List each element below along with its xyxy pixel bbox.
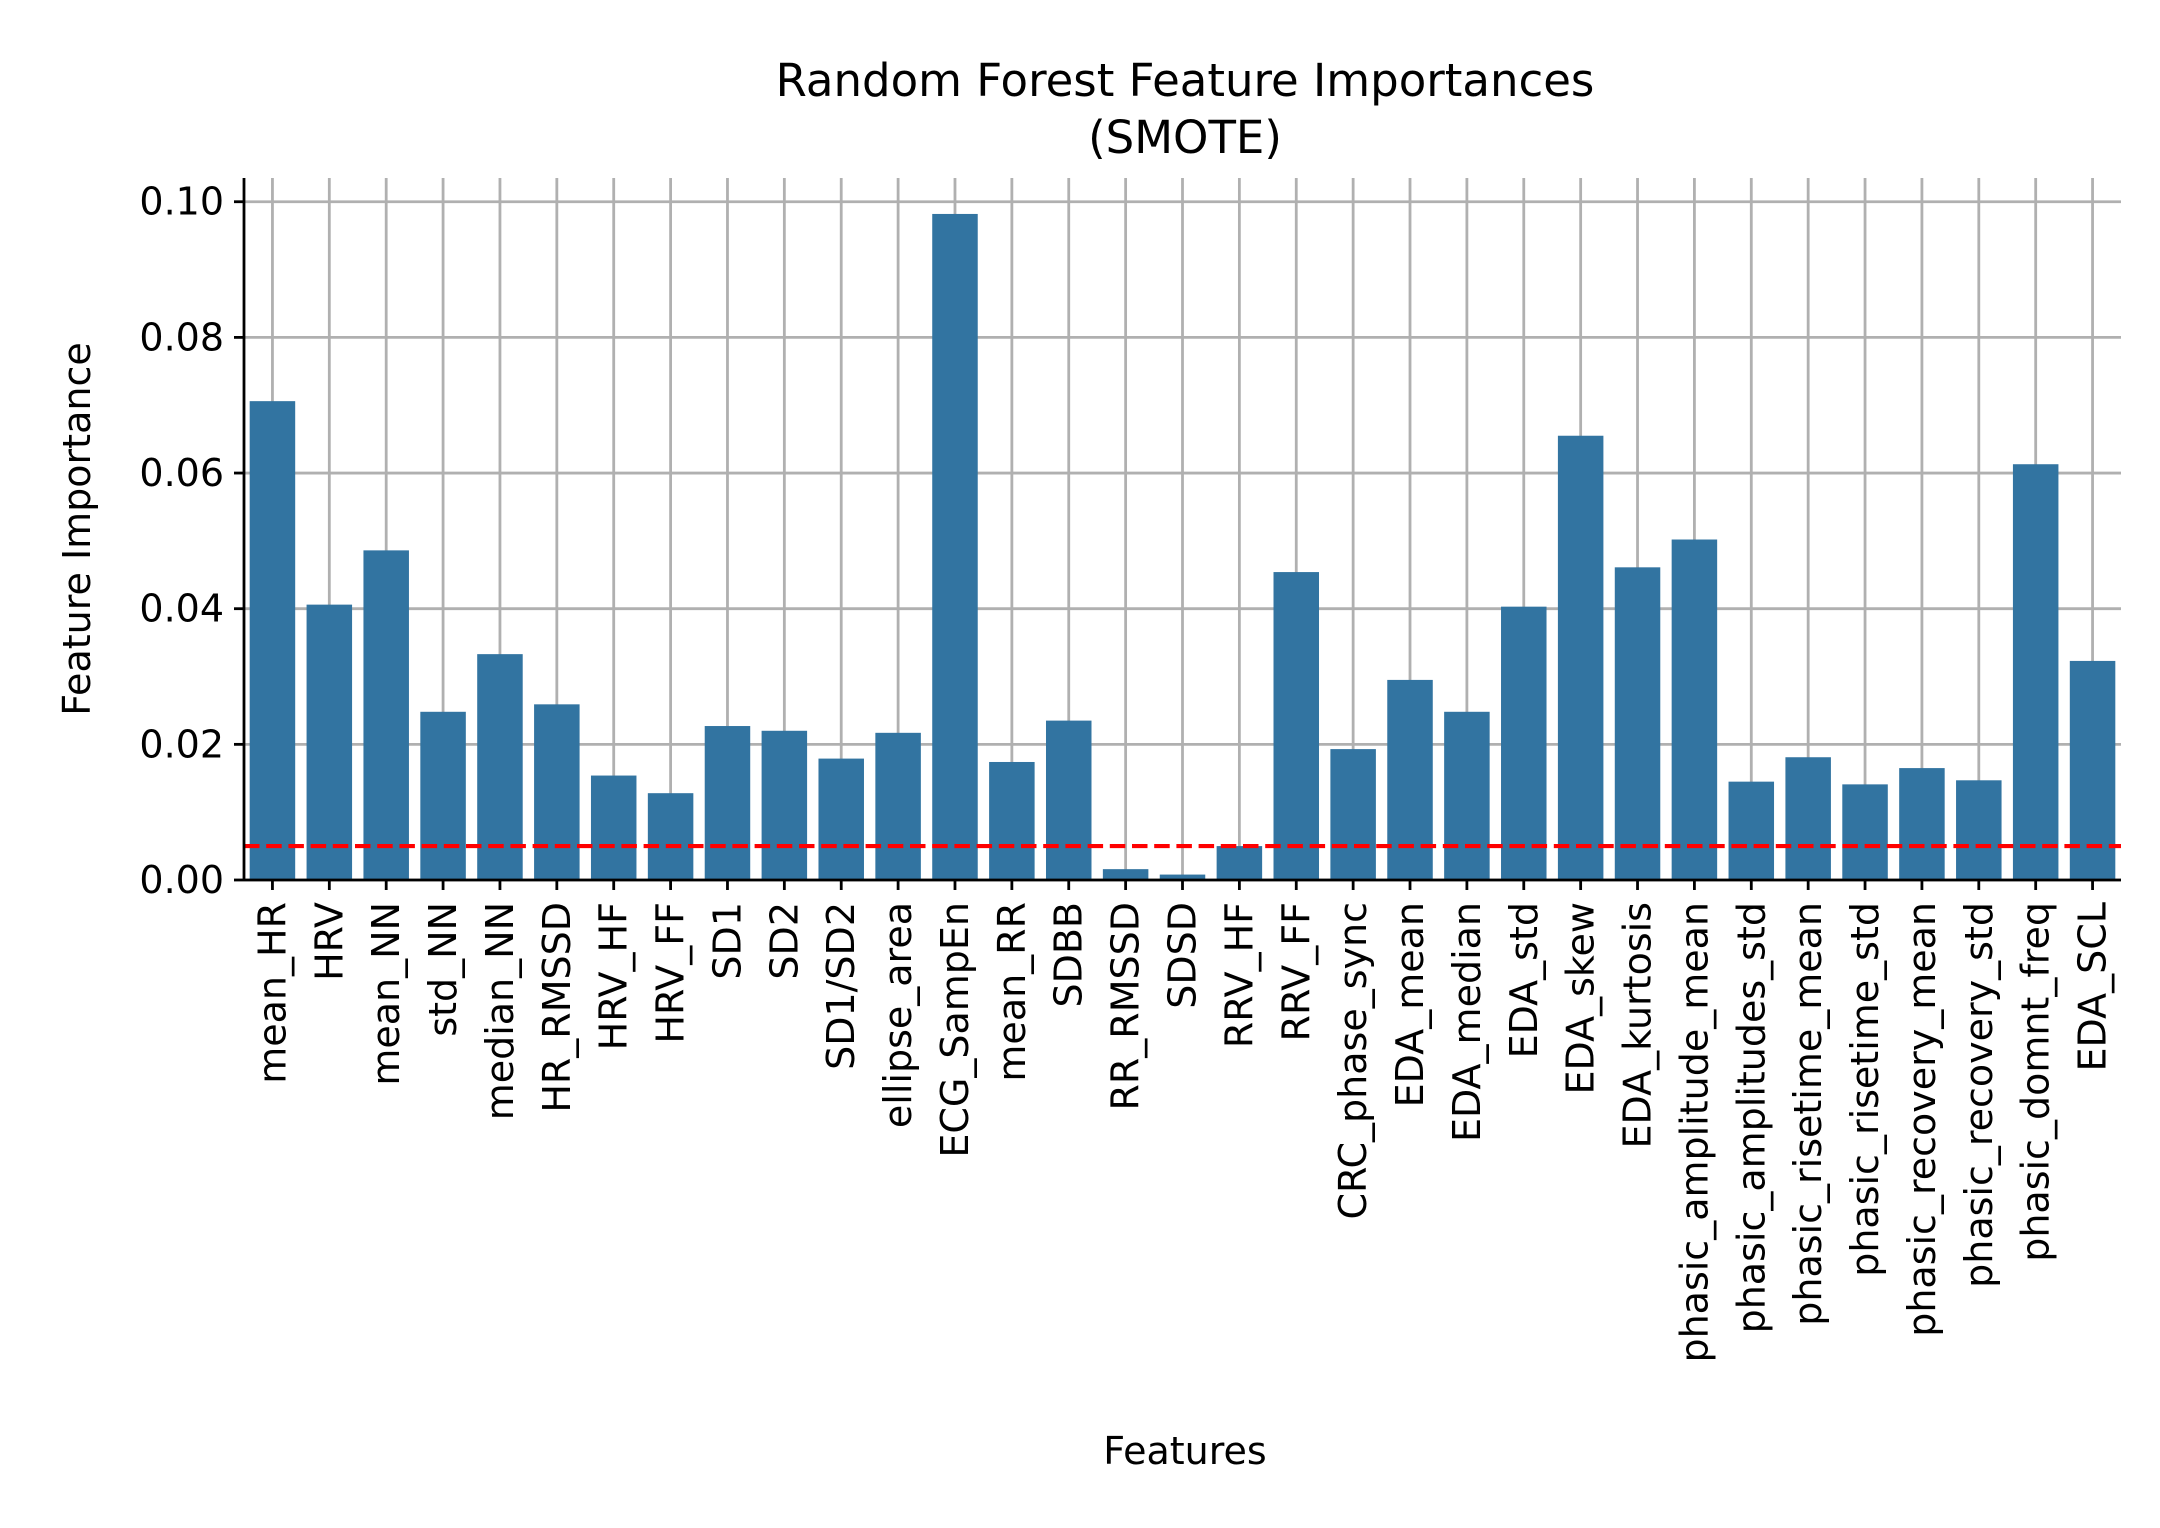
gridlines xyxy=(244,178,2121,882)
bar xyxy=(932,213,978,881)
bar xyxy=(2012,464,2059,880)
bar xyxy=(1728,781,1775,880)
x-tick-label: phasic_risetime_mean xyxy=(1786,902,1830,1326)
x-tick-label: SDBB xyxy=(1047,902,1091,1008)
x-tick-label: EDA_mean xyxy=(1388,902,1432,1107)
bar xyxy=(647,793,694,880)
bars xyxy=(249,213,2116,881)
x-tick-label: std_NN xyxy=(421,902,465,1037)
x-tick-label: SD2 xyxy=(762,902,806,980)
x-tick-label: EDA_std xyxy=(1502,902,1546,1058)
x-axis-title: Features xyxy=(1103,1429,1266,1473)
x-tick-label: median_NN xyxy=(478,902,522,1120)
y-tick-label: 0.10 xyxy=(139,180,224,224)
bar xyxy=(534,704,580,880)
bar xyxy=(1842,784,1888,880)
bar xyxy=(1671,539,1718,880)
bar xyxy=(761,730,808,880)
x-tick-label: HRV xyxy=(307,902,351,981)
x-tick-label: SD1 xyxy=(705,902,749,980)
bar xyxy=(1501,606,1547,880)
bar xyxy=(818,758,864,880)
bar xyxy=(2069,660,2116,880)
bar xyxy=(1387,679,1433,880)
x-tick-label: mean_NN xyxy=(364,902,408,1086)
x-tick-label: EDA_SCL xyxy=(2071,902,2115,1071)
bar xyxy=(477,654,523,880)
bar xyxy=(1330,749,1376,880)
y-tick-label: 0.00 xyxy=(139,858,224,902)
x-tick-label: EDA_skew xyxy=(1559,902,1603,1095)
bar xyxy=(1956,780,2002,880)
x-tick-label: phasic_risetime_std xyxy=(1843,902,1887,1277)
x-tick-label: phasic_amplitudes_std xyxy=(1729,902,1773,1333)
x-tick-label: RRV_FF xyxy=(1274,902,1318,1041)
x-tick-label: mean_RR xyxy=(990,902,1034,1082)
bar xyxy=(875,732,921,880)
bar xyxy=(420,711,466,880)
x-tick-label: CRC_phase_sync xyxy=(1331,902,1375,1220)
bar xyxy=(1444,711,1490,880)
y-tick-label: 0.04 xyxy=(139,587,224,631)
bar xyxy=(1614,567,1661,880)
bar xyxy=(590,775,637,880)
x-tick-label: ellipse_area xyxy=(876,902,920,1128)
x-tick-label: HR_RMSSD xyxy=(535,902,579,1113)
bar xyxy=(704,726,751,880)
chart-title: Random Forest Feature Importances xyxy=(776,54,1595,107)
x-tick-label: phasic_recovery_std xyxy=(1957,902,2001,1288)
bar xyxy=(1216,846,1263,880)
y-tick-label: 0.02 xyxy=(139,722,224,766)
bar xyxy=(249,401,296,880)
x-tick-label: phasic_amplitude_mean xyxy=(1672,902,1716,1363)
chart-subtitle: (SMOTE) xyxy=(1088,111,1282,164)
x-tick-label: SD1/SD2 xyxy=(819,902,863,1070)
x-tick-label: EDA_kurtosis xyxy=(1616,902,1660,1148)
bar xyxy=(1557,435,1604,880)
x-tick-label: phasic_domnt_freq xyxy=(2014,902,2058,1262)
bar xyxy=(1045,720,1092,880)
bar xyxy=(1159,874,1206,880)
bar xyxy=(306,604,353,880)
bar xyxy=(989,761,1035,880)
bar xyxy=(1899,768,1945,880)
x-tick-label: EDA_median xyxy=(1445,902,1489,1142)
x-tick-label: RR_RMSSD xyxy=(1104,902,1148,1111)
bar xyxy=(1273,572,1320,880)
x-tick-label: HRV_FF xyxy=(649,902,693,1044)
x-tick-label: phasic_recovery_mean xyxy=(1900,902,1944,1337)
axes xyxy=(234,178,2121,890)
bar xyxy=(363,550,409,880)
bar xyxy=(1102,869,1149,880)
bar xyxy=(1785,757,1831,880)
x-tick-label: mean_HR xyxy=(250,902,294,1084)
x-tick-label: HRV_HF xyxy=(592,902,636,1050)
y-tick-label: 0.08 xyxy=(139,315,224,359)
x-tick-label: SDSD xyxy=(1161,902,1205,1009)
y-tick-label: 0.06 xyxy=(139,451,224,495)
y-axis-title: Feature Importance xyxy=(55,342,99,715)
x-tick-label: RRV_HF xyxy=(1217,902,1261,1048)
tick-labels: 0.00 0.02 0.04 0.06 0.08 0.10 mean_HR HRV mean_N… xyxy=(139,180,2114,1363)
x-tick-label: ECG_SampEn xyxy=(933,902,977,1158)
